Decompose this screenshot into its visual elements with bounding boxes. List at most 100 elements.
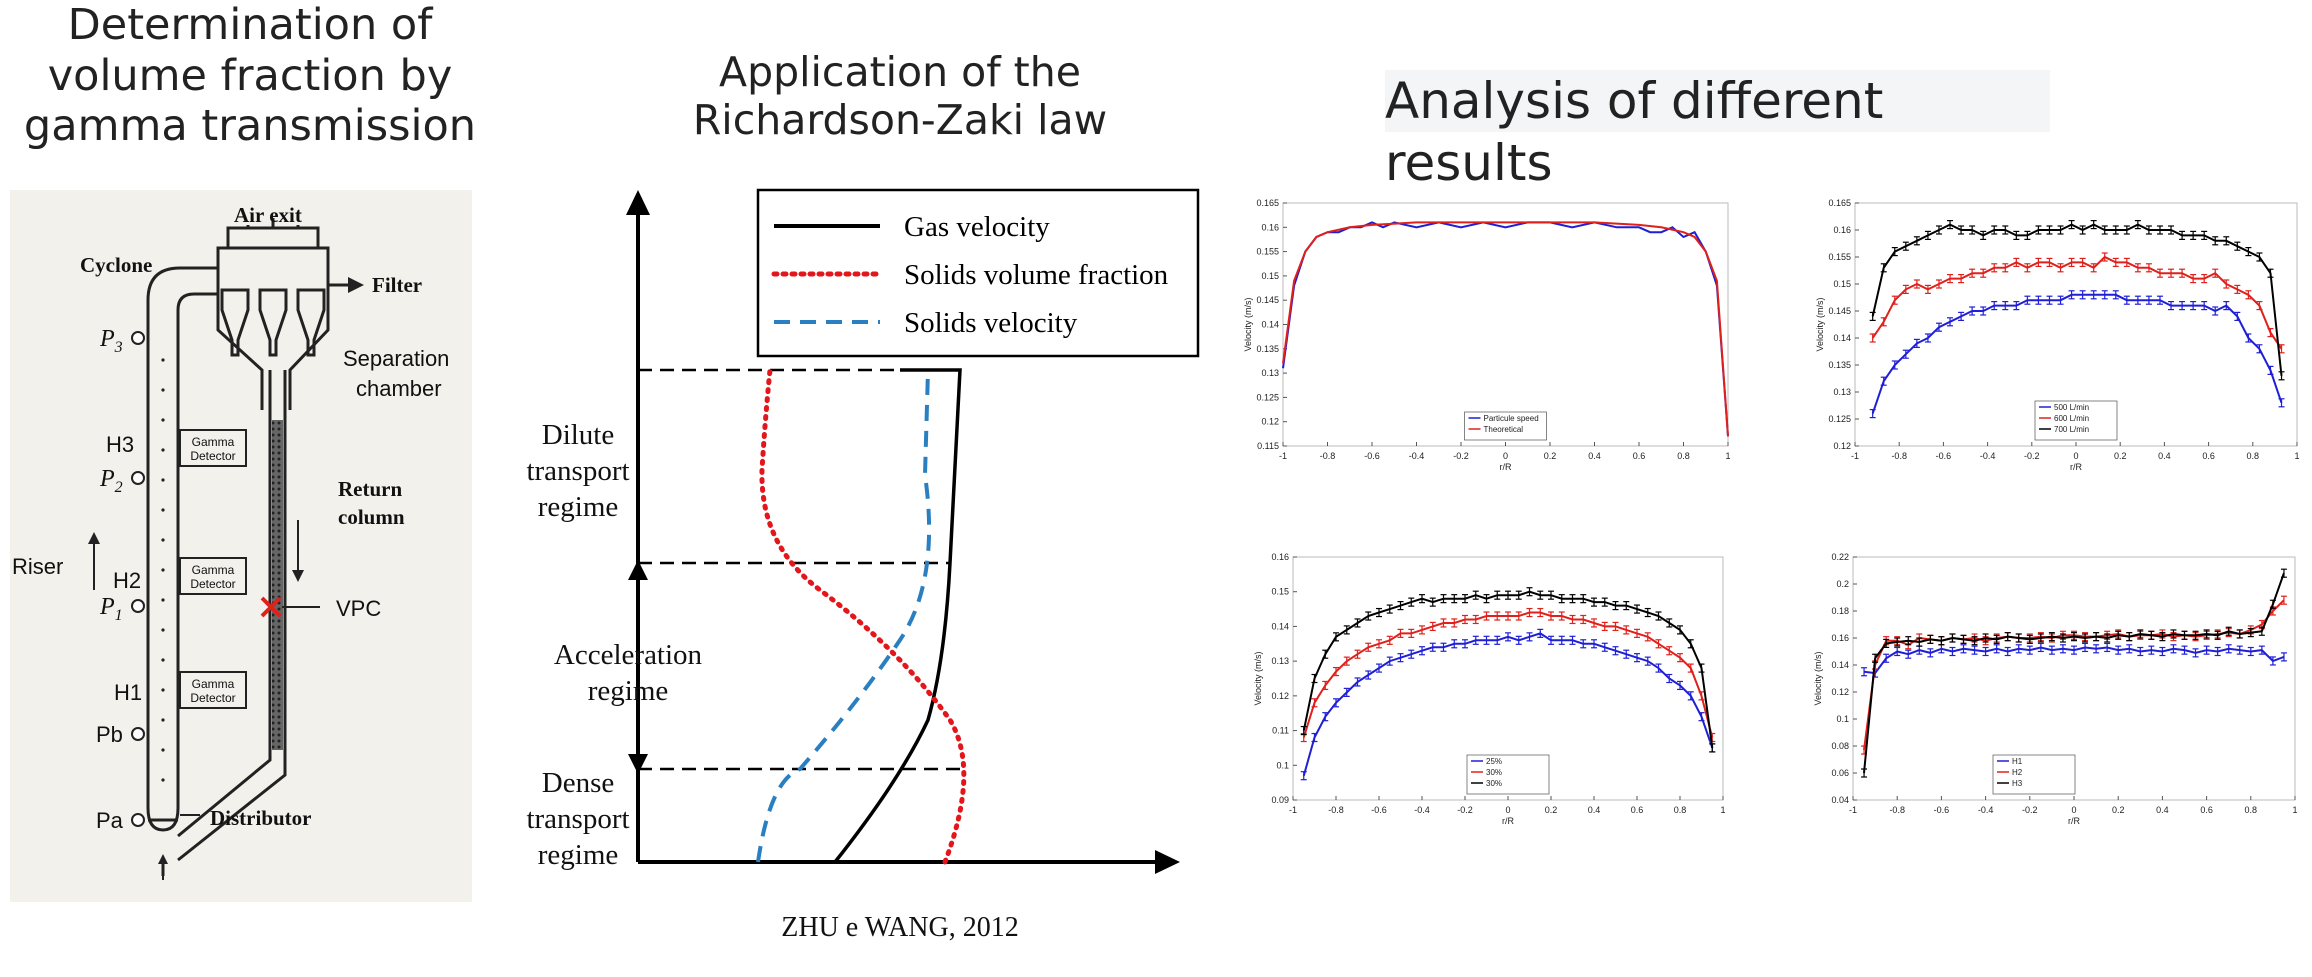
riser-label: Riser <box>12 554 63 579</box>
legend-entry: 30% <box>1486 768 1502 777</box>
p3-label: P3 <box>99 326 123 356</box>
return-down-arrow-icon <box>292 570 304 582</box>
plot-area <box>1292 556 1724 801</box>
y-tick-label: 0.16 <box>1261 222 1279 232</box>
y-tick-label: 0.18 <box>1831 606 1849 616</box>
richardson-title-line-2: Richardson-Zaki law <box>692 96 1108 145</box>
legend-solids-velocity: Solids velocity <box>904 307 1078 339</box>
x-tick-label: -0.4 <box>1980 451 1996 461</box>
x-tick-label: -0.2 <box>2022 805 2038 815</box>
x-tick-label: -0.6 <box>1934 805 1950 815</box>
cyclone-label: Cyclone <box>80 253 152 277</box>
legend-entry: H1 <box>2012 757 2023 766</box>
x-tick-label: -0.2 <box>1457 805 1473 815</box>
separation-label-1: Separation <box>343 346 449 371</box>
series-line-2 <box>1871 255 2283 350</box>
y-tick-label: 0.12 <box>1261 417 1279 427</box>
y-tick-label: 0.04 <box>1831 795 1849 805</box>
x-tick-label: 0.8 <box>2247 451 2260 461</box>
legend-entry: Particule speed <box>1484 414 1539 423</box>
series-line-2 <box>1282 221 1729 437</box>
x-tick-label: -1 <box>1289 805 1297 815</box>
x-tick-label: -0.6 <box>1936 451 1952 461</box>
y-tick-label: 0.13 <box>1261 368 1279 378</box>
return-label-1: Return <box>338 477 402 501</box>
legend-solids-volume-fraction: Solids volume fraction <box>904 259 1169 291</box>
pb-label: Pb <box>96 722 123 747</box>
x-tick-label: 0.8 <box>2245 805 2258 815</box>
acceleration-label-2: regime <box>588 675 669 707</box>
y-tick-label: 0.14 <box>1271 621 1289 631</box>
y-tick-label: 0.13 <box>1271 656 1289 666</box>
y-tick-label: 0.165 <box>1828 198 1851 208</box>
chart-2: -1 -0.8 -0.6 -0.4 -0.2 0 0.2 0.4 0.6 0.8 1 0.12 0.12… <box>1815 198 2300 472</box>
y-tick-label: 0.14 <box>1831 660 1849 670</box>
air-inlet-arrow-icon <box>158 854 168 864</box>
vpc-label: VPC <box>336 596 381 621</box>
y-tick-label: 0.155 <box>1828 252 1851 262</box>
x-axis-arrow-icon <box>1155 850 1180 874</box>
y-tick-label: 0.06 <box>1831 768 1849 778</box>
y-tick-label: 0.12 <box>1271 691 1289 701</box>
x-tick-label: -1 <box>1279 451 1287 461</box>
x-axis-label: r/R <box>1500 462 1512 472</box>
chart-legend <box>1992 754 2076 795</box>
detector-h2-line-1: Gamma <box>192 563 235 577</box>
gamma-detector-h3 <box>179 429 247 467</box>
plot-area <box>1282 202 1729 447</box>
gamma-title-line-1: Determination of <box>67 0 433 50</box>
series-line-1 <box>1282 221 1729 437</box>
riser-outer-wall <box>146 266 218 808</box>
series-line-2 <box>1863 599 2285 751</box>
series-line-2 <box>1302 611 1714 738</box>
return-leg-outer-2 <box>177 370 287 862</box>
air-exit-label: Air exit <box>234 203 302 227</box>
y-tick-label: 0.14 <box>1261 320 1279 330</box>
x-tick-label: 0.4 <box>1588 451 1601 461</box>
y-tick-label: 0.12 <box>1833 441 1851 451</box>
x-tick-label: 0.2 <box>1545 805 1558 815</box>
y-axis-arrow-icon <box>626 190 650 215</box>
gamma-title-line-2: volume fraction by <box>47 50 453 101</box>
y-axis-label: Velocity (m/s) <box>1815 297 1825 351</box>
gamma-detector-h2 <box>179 557 247 595</box>
series-line-1 <box>1863 646 2285 675</box>
y-axis-label: Velocity (m/s) <box>1813 651 1823 705</box>
x-tick-label: 0.8 <box>1677 451 1690 461</box>
chart-3: -1 -0.8 -0.6 -0.4 -0.2 0 0.2 0.4 0.6 0.8 1 0.09 0.1 0… <box>1253 552 1726 826</box>
x-tick-label: 0 <box>2073 451 2078 461</box>
chart-1: -1 -0.8 -0.6 -0.4 -0.2 0 0.2 0.4 0.6 0.8 1 0.115 0.1… <box>1243 198 1731 472</box>
distributor-label: Distributor <box>210 806 312 830</box>
x-tick-label: -0.4 <box>1978 805 1994 815</box>
y-tick-label: 0.2 <box>1836 579 1849 589</box>
y-tick-label: 0.1 <box>1276 760 1289 770</box>
chart-legend <box>2034 400 2118 441</box>
y-tick-label: 0.12 <box>1831 687 1849 697</box>
x-tick-label: -1 <box>1849 805 1857 815</box>
y-tick-label: 0.125 <box>1828 414 1851 424</box>
richardson-title-line-1: Application of the <box>719 48 1081 96</box>
legend-entry: 25% <box>1486 757 1502 766</box>
analysis-title: Analysis of different results <box>1385 70 2050 192</box>
filter-label: Filter <box>372 273 422 297</box>
x-tick-label: -0.8 <box>1889 805 1905 815</box>
x-tick-label: 0.6 <box>1631 805 1644 815</box>
y-tick-label: 0.11 <box>1272 726 1289 736</box>
y-axis-label: Velocity (m/s) <box>1253 651 1263 705</box>
x-tick-label: -0.6 <box>1364 451 1380 461</box>
p2-label: P2 <box>99 466 123 496</box>
dense-label-2: transport <box>526 803 629 835</box>
x-tick-label: 0.2 <box>1544 451 1557 461</box>
separation-right-wall <box>288 268 330 410</box>
series-line-3 <box>1871 223 2283 376</box>
x-tick-label: 0 <box>2071 805 2076 815</box>
return-leg-outer <box>177 370 272 838</box>
apparatus-background <box>10 190 472 902</box>
x-tick-label: -0.4 <box>1409 451 1425 461</box>
x-tick-label: 0 <box>1505 805 1510 815</box>
y-axis-label: Velocity (m/s) <box>1243 297 1253 351</box>
x-tick-label: 0.6 <box>1633 451 1646 461</box>
detector-h1-line-2: Detector <box>190 691 235 705</box>
series-line-1 <box>1302 632 1714 776</box>
dense-label-1: Dense <box>542 767 614 799</box>
